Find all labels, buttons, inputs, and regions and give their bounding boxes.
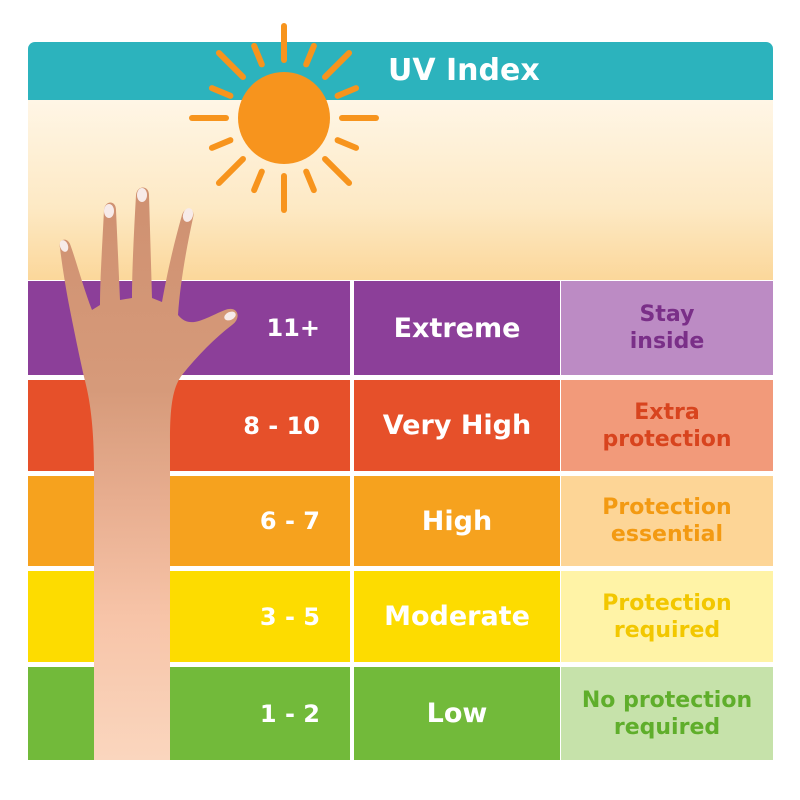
page-title: UV Index: [388, 53, 540, 88]
uv-row-extreme: 11+ Extreme Stay inside: [28, 281, 773, 375]
uv-advice: Stay inside: [561, 281, 773, 375]
uv-level: Low: [354, 667, 560, 760]
uv-range: 1 - 2: [28, 667, 350, 760]
uv-row-moderate: 3 - 5 Moderate Protection required: [28, 571, 773, 662]
uv-advice: No protection required: [561, 667, 773, 760]
uv-advice: Protection required: [561, 571, 773, 662]
uv-range: 11+: [28, 281, 350, 375]
uv-range: 8 - 10: [28, 380, 350, 471]
uv-level: Extreme: [354, 281, 560, 375]
uv-advice: Protection essential: [561, 476, 773, 566]
sky-background: [28, 100, 773, 280]
uv-row-very-high: 8 - 10 Very High Extra protection: [28, 380, 773, 471]
uv-level: Moderate: [354, 571, 560, 662]
uv-row-low: 1 - 2 Low No protection required: [28, 667, 773, 760]
title-bar: UV Index: [28, 42, 773, 100]
uv-advice: Extra protection: [561, 380, 773, 471]
uv-row-high: 6 - 7 High Protection essential: [28, 476, 773, 566]
uv-range: 3 - 5: [28, 571, 350, 662]
uv-level: Very High: [354, 380, 560, 471]
uv-level: High: [354, 476, 560, 566]
uv-range: 6 - 7: [28, 476, 350, 566]
